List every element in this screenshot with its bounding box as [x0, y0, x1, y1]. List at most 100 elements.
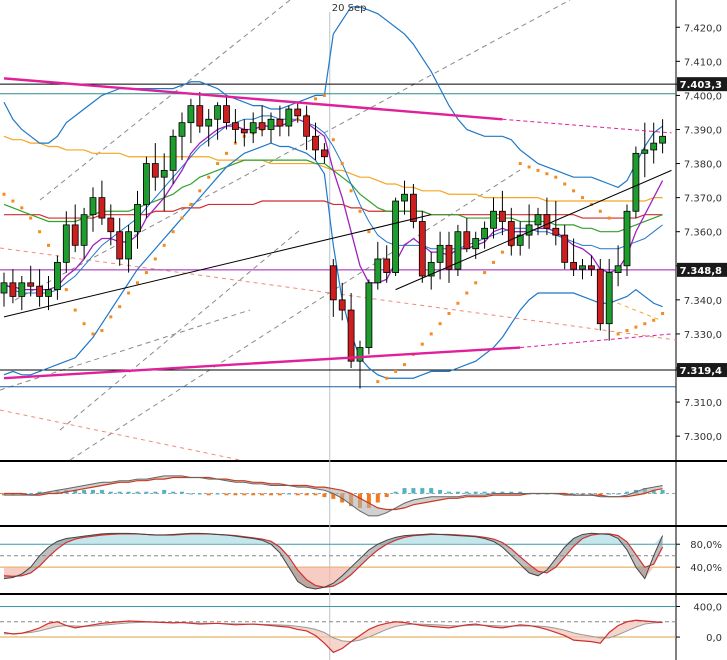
price-tag-label: 7.403,3	[680, 80, 722, 91]
candle-bullish	[436, 244, 444, 263]
axis-layer: 20 Sep 7.420,0 7.410,0 7.400,0 7.390,0 7.380,…	[332, 3, 727, 644]
macd-histogram-bar	[402, 488, 407, 494]
candle-bullish	[142, 163, 150, 205]
candle-bullish	[125, 231, 132, 260]
red-moving-average	[4, 200, 663, 219]
parabolic-sar-dot	[376, 380, 380, 384]
macd-histogram-bar	[153, 491, 158, 494]
candle-bearish	[409, 193, 417, 222]
annotation-layer	[3, 77, 672, 380]
candle-bearish	[98, 197, 106, 219]
macd-histogram-bar	[500, 491, 505, 494]
candle-bullish	[650, 142, 658, 151]
candle-bearish	[383, 258, 391, 273]
parabolic-sar-dot	[162, 243, 166, 247]
parabolic-sar-dot	[492, 260, 495, 264]
candle-bearish	[498, 210, 506, 222]
trendline-support	[3, 346, 521, 380]
stoch-k-line	[3, 532, 664, 590]
candle-bearish	[552, 227, 560, 236]
parabolic-sar-dot	[438, 322, 442, 326]
parabolic-sar-dot	[180, 216, 184, 220]
parabolic-sar-dot	[171, 230, 175, 234]
parabolic-sar-dot	[38, 230, 42, 234]
candle-bullish	[534, 214, 542, 226]
candle-bullish	[160, 169, 168, 178]
parabolic-sar-dot	[367, 230, 371, 234]
macd-histogram-bar	[99, 489, 104, 494]
parabolic-sar-dot	[394, 369, 398, 373]
parabolic-sar-dot	[661, 311, 665, 315]
candle-bullish	[481, 227, 489, 239]
y-tick-label: 7.330,0	[684, 330, 722, 341]
candle-bearish	[276, 118, 284, 127]
macd-histogram-bar	[215, 493, 220, 495]
parabolic-sar-dot	[20, 206, 24, 210]
parabolic-sar-dot	[64, 288, 68, 292]
red-dashed-line	[0, 247, 677, 341]
candle-bullish	[401, 193, 408, 202]
candle-bearish	[543, 214, 551, 229]
candle-bullish	[454, 231, 462, 270]
trendline-black	[395, 169, 672, 291]
price-tag-label: 7.319,4	[680, 366, 722, 377]
macd-histogram-bar	[375, 493, 380, 503]
date-label: 20 Sep	[332, 3, 367, 14]
macd-histogram-bar	[242, 493, 247, 496]
macd-histogram-bar	[126, 491, 131, 494]
candle-bearish	[303, 115, 311, 137]
macd-histogram-bar	[37, 491, 42, 494]
macd-histogram-bar	[447, 491, 451, 494]
candle-bearish	[116, 231, 124, 260]
candle-bearish	[151, 163, 159, 178]
candle-bullish	[641, 149, 649, 154]
stoch-overbought-fill	[4, 533, 663, 545]
candle-bullish	[80, 214, 88, 246]
parabolic-sar-dot	[483, 271, 487, 275]
y-tick-label: 7.300,0	[684, 432, 722, 443]
macd-histogram-bar	[509, 491, 514, 494]
candle-bullish	[187, 105, 195, 124]
candle-bullish	[169, 135, 177, 171]
candle-bullish	[285, 108, 293, 127]
parabolic-sar-dot	[314, 97, 317, 101]
macd-histogram-bar	[651, 489, 656, 494]
macd-histogram-bar	[197, 493, 202, 495]
macd-histogram-bar	[491, 491, 496, 494]
stoch-tick-label: 80,0%	[690, 540, 722, 551]
candle-bearish	[588, 265, 595, 270]
parabolic-sar-dot	[652, 318, 656, 322]
candle-bearish	[463, 231, 471, 250]
parabolic-sar-dot	[136, 281, 139, 285]
stoch-tick-label: 40,0%	[690, 563, 722, 574]
macd-histogram-bar	[598, 493, 603, 496]
parabolic-sar-dot	[572, 189, 576, 193]
candle-bullish	[490, 210, 497, 229]
trendline-resistance	[3, 77, 503, 121]
macd-histogram-bar	[384, 493, 389, 498]
trendline-black	[3, 214, 432, 318]
macd-histogram-bar	[411, 488, 416, 494]
candle-bearish	[223, 105, 230, 124]
parabolic-sar-dot	[11, 199, 15, 203]
macd-histogram-bar	[429, 488, 434, 494]
osc-tick-label: 400,0	[693, 602, 722, 613]
parabolic-sar-dot	[456, 301, 460, 305]
parabolic-sar-dot	[598, 209, 602, 213]
parabolic-sar-dot	[589, 202, 593, 206]
parabolic-sar-dot	[225, 151, 228, 155]
parabolic-sar-dot	[207, 175, 211, 179]
bollinger-upper-band	[3, 6, 663, 189]
parabolic-sar-dot	[331, 138, 335, 142]
parabolic-sar-dot	[634, 325, 638, 329]
candle-bullish	[267, 118, 275, 130]
macd-histogram-bar	[286, 493, 291, 495]
macd-histogram-bar	[171, 491, 176, 494]
parabolic-sar-dot	[144, 271, 148, 275]
candle-bearish	[312, 135, 319, 151]
macd-histogram-bar	[117, 491, 122, 494]
candle-bearish	[338, 299, 346, 311]
parabolic-sar-dot	[429, 332, 433, 336]
macd-histogram-bar	[322, 493, 327, 498]
